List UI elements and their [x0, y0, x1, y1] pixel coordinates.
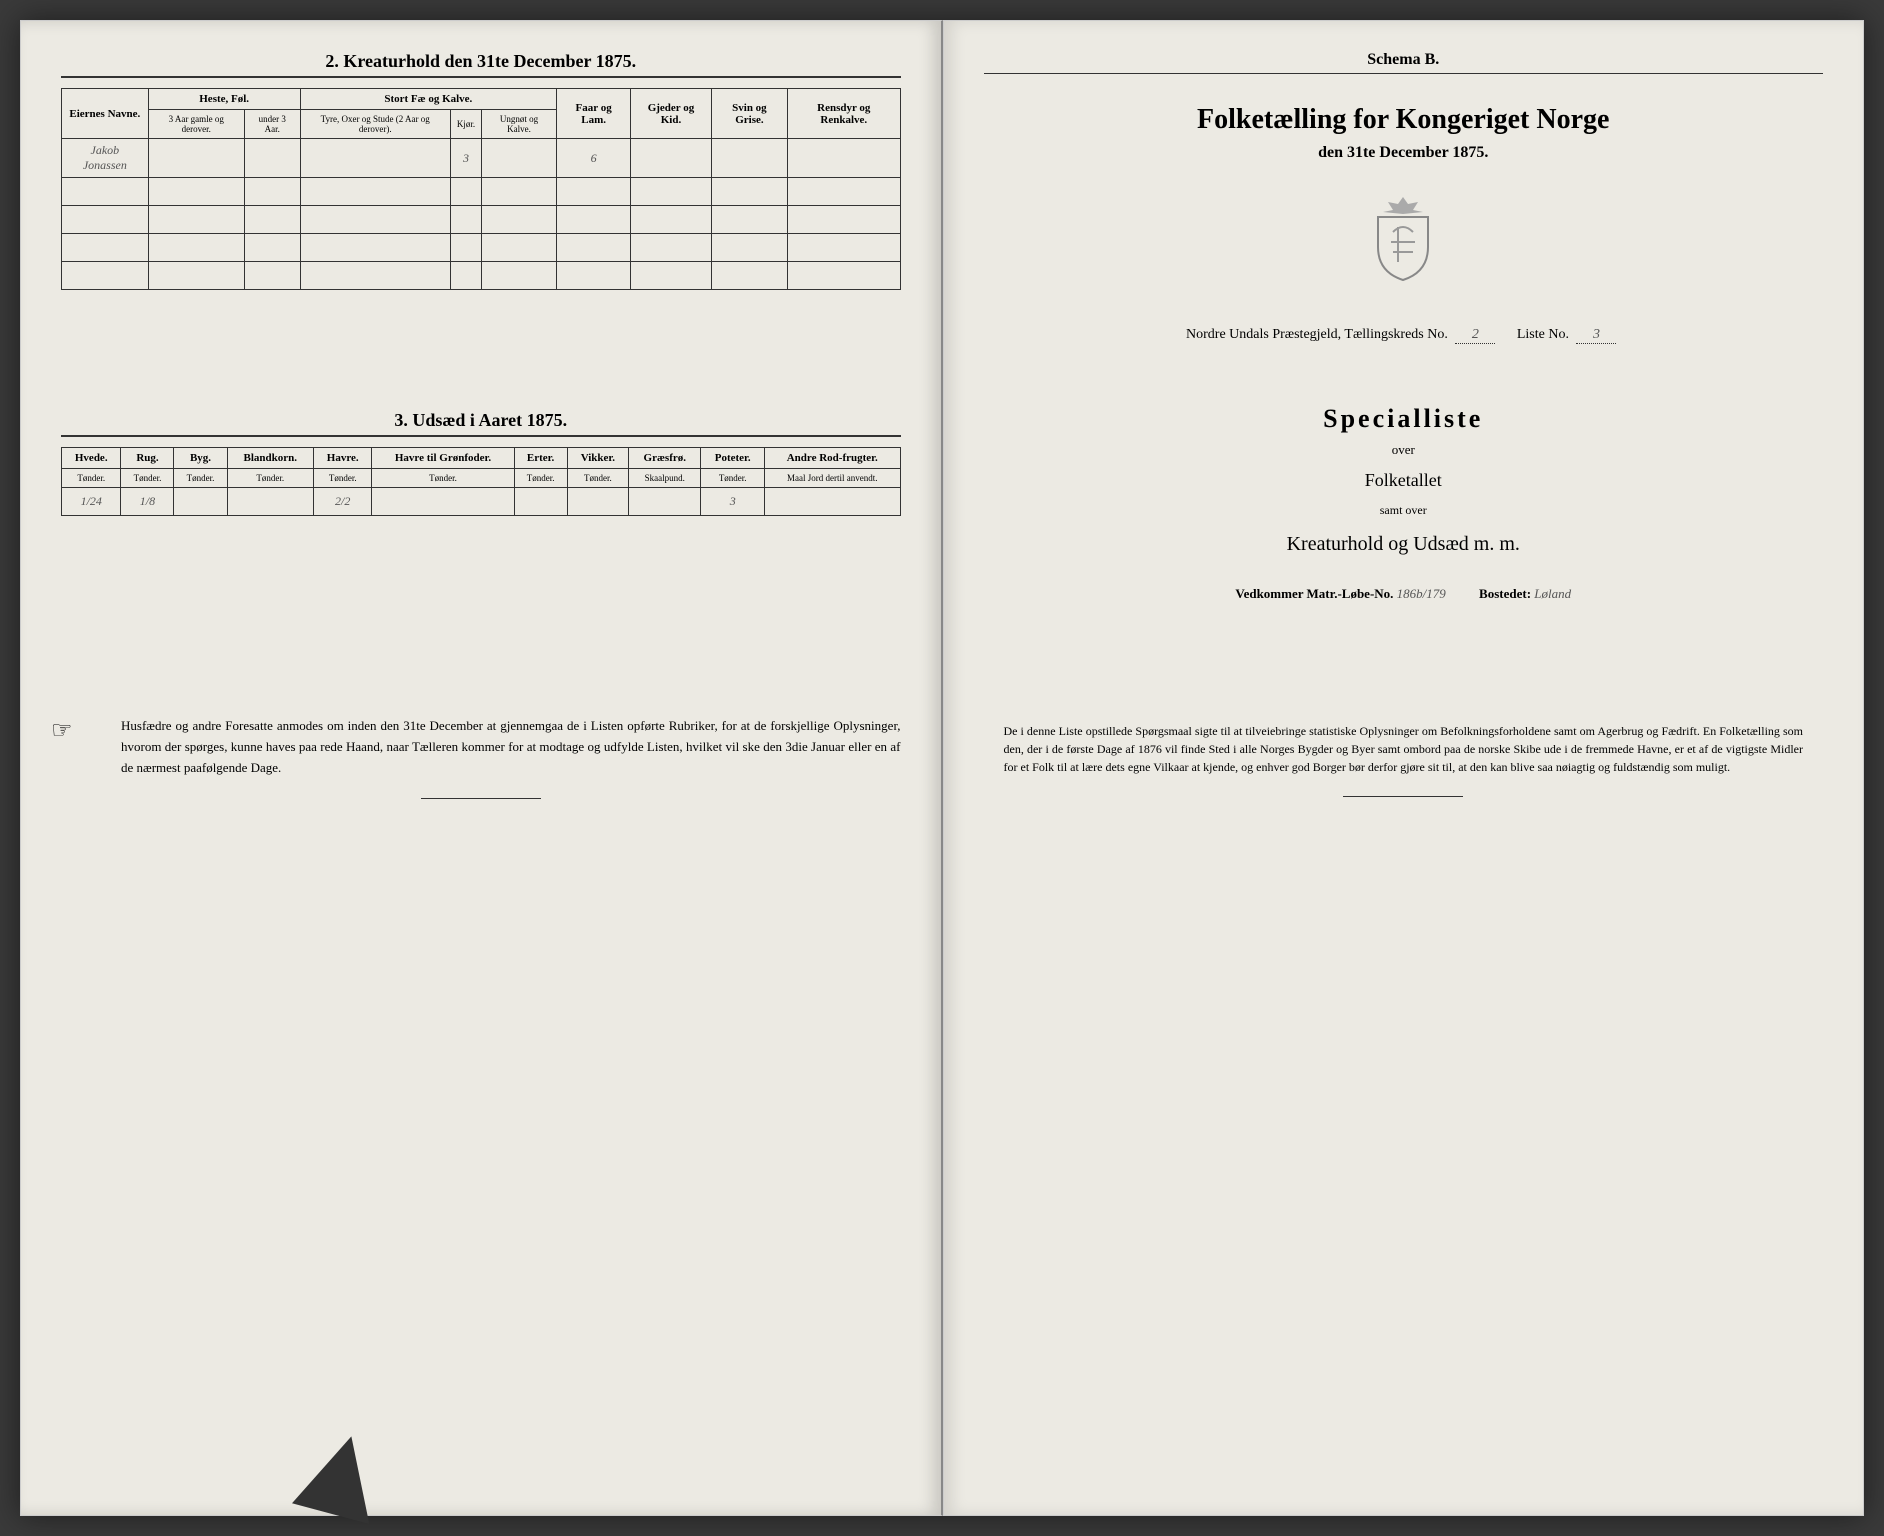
vedkommer-val: 186b/179	[1397, 586, 1446, 601]
livestock-table: Eiernes Navne. Heste, Føl. Stort Fæ og K…	[61, 88, 901, 290]
unit: Tønder.	[227, 469, 314, 488]
cell	[174, 488, 227, 516]
unit: Tønder.	[314, 469, 372, 488]
cell	[765, 488, 900, 516]
cell-kjor: 3	[450, 139, 481, 178]
kreaturhold-line: Kreaturhold og Udsæd m. m.	[984, 533, 1824, 556]
unit: Skaalpund.	[629, 469, 701, 488]
unit: Tønder.	[701, 469, 765, 488]
liste-no: 3	[1576, 327, 1616, 344]
divider	[421, 798, 541, 799]
section2-title: 2. Kreaturhold den 31te December 1875.	[61, 51, 901, 78]
cell-faar: 6	[557, 139, 631, 178]
divider	[1343, 796, 1463, 797]
cell	[372, 488, 514, 516]
district-no: 2	[1455, 327, 1495, 344]
col: Græsfrø.	[629, 448, 701, 469]
table-row: 1/24 1/8 2/2 3	[62, 488, 901, 516]
col: Andre Rod-frugter.	[765, 448, 900, 469]
col: Erter.	[514, 448, 567, 469]
right-page: Schema B. Folketælling for Kongeriget No…	[943, 20, 1865, 1516]
col: Vikker.	[567, 448, 629, 469]
left-page: 2. Kreaturhold den 31te December 1875. E…	[20, 20, 943, 1516]
col: Poteter.	[701, 448, 765, 469]
col: Blandkorn.	[227, 448, 314, 469]
cell: 1/24	[62, 488, 121, 516]
pointing-hand-icon: ☞	[51, 716, 73, 745]
col: Byg.	[174, 448, 227, 469]
cell	[567, 488, 629, 516]
cell	[244, 139, 300, 178]
cell	[711, 139, 787, 178]
main-title: Folketælling for Kongeriget Norge	[984, 104, 1824, 136]
unit: Tønder.	[372, 469, 514, 488]
bostedet-val: Løland	[1534, 586, 1571, 601]
unit: Tønder.	[62, 469, 121, 488]
col-faar: Faar og Lam.	[557, 89, 631, 139]
cell	[148, 139, 244, 178]
unit: Tønder.	[514, 469, 567, 488]
col-gjeder: Gjeder og Kid.	[631, 89, 711, 139]
cell	[629, 488, 701, 516]
liste-label: Liste No.	[1517, 327, 1569, 342]
table-row	[62, 206, 901, 234]
unit: Maal Jord dertil anvendt.	[765, 469, 900, 488]
samt-text: samt over	[984, 503, 1824, 518]
unit: Tønder.	[174, 469, 227, 488]
footnote-text: De i denne Liste opstillede Spørgsmaal s…	[984, 722, 1824, 776]
cell	[482, 139, 557, 178]
folketallet: Folketallet	[984, 470, 1824, 491]
table-row: Jakob Jonassen 3 6	[62, 139, 901, 178]
husfaedre-note: Husfædre og andre Foresatte anmodes om i…	[61, 716, 901, 778]
col-rensdyr: Rensdyr og Renkalve.	[788, 89, 900, 139]
sub-tyre: Tyre, Oxer og Stude (2 Aar og derover).	[300, 110, 450, 139]
district-prefix: Nordre Undals Præstegjeld, Tællingskreds…	[1186, 327, 1448, 342]
cell	[788, 139, 900, 178]
cell	[631, 139, 711, 178]
table-row	[62, 234, 901, 262]
cell	[514, 488, 567, 516]
clip-shadow	[292, 1426, 390, 1524]
specialliste-heading: Specialliste	[984, 404, 1824, 434]
sub-under3: under 3 Aar.	[244, 110, 300, 139]
cell	[300, 139, 450, 178]
book-spread: 2. Kreaturhold den 31te December 1875. E…	[20, 20, 1864, 1516]
col: Havre til Grønfoder.	[372, 448, 514, 469]
section3-title: 3. Udsæd i Aaret 1875.	[61, 410, 901, 437]
col-svin: Svin og Grise.	[711, 89, 787, 139]
over-text: over	[984, 442, 1824, 458]
district-line: Nordre Undals Præstegjeld, Tællingskreds…	[984, 327, 1824, 344]
table-row	[62, 262, 901, 290]
cell	[227, 488, 314, 516]
cell: 2/2	[314, 488, 372, 516]
schema-label: Schema B.	[984, 51, 1824, 74]
vedkommer-label: Vedkommer Matr.-Løbe-No.	[1235, 586, 1393, 601]
col: Hvede.	[62, 448, 121, 469]
col: Rug.	[121, 448, 174, 469]
col: Havre.	[314, 448, 372, 469]
table-row	[62, 178, 901, 206]
date-line: den 31te December 1875.	[984, 144, 1824, 162]
vedkommer-line: Vedkommer Matr.-Løbe-No. 186b/179 Bosted…	[984, 586, 1824, 602]
group-heste: Heste, Føl.	[148, 89, 300, 110]
group-stort: Stort Fæ og Kalve.	[300, 89, 556, 110]
cell: 1/8	[121, 488, 174, 516]
cell-name: Jakob Jonassen	[62, 139, 149, 178]
sub-3aar: 3 Aar gamle og derover.	[148, 110, 244, 139]
sub-kjor: Kjør.	[450, 110, 481, 139]
seed-table: Hvede. Rug. Byg. Blandkorn. Havre. Havre…	[61, 447, 901, 516]
col-eiernes: Eiernes Navne.	[62, 89, 149, 139]
sub-ungnot: Ungnøt og Kalve.	[482, 110, 557, 139]
unit: Tønder.	[121, 469, 174, 488]
coat-of-arms-icon	[984, 192, 1824, 297]
unit: Tønder.	[567, 469, 629, 488]
bostedet-label: Bostedet:	[1479, 586, 1531, 601]
cell: 3	[701, 488, 765, 516]
